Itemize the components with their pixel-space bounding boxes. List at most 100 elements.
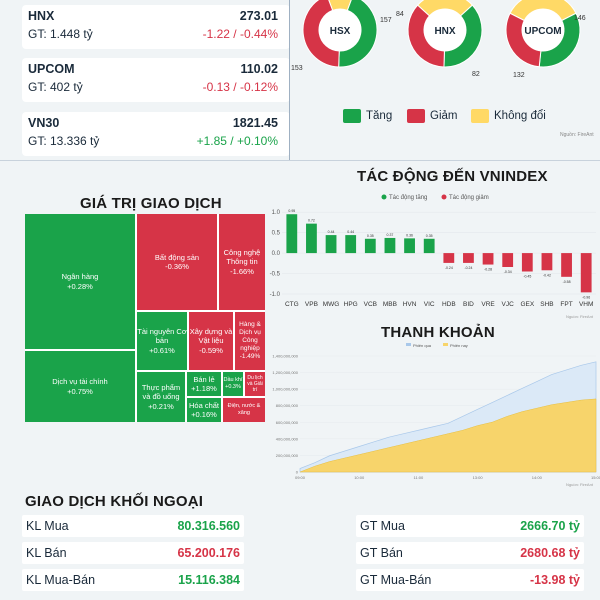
impact-bar: [384, 237, 396, 254]
treemap-cell[interactable]: Điện, nước & xăng: [223, 398, 265, 422]
x-tick-label: HPG: [344, 301, 358, 308]
legend-today-swatch: [443, 343, 448, 346]
treemap-cell[interactable]: Dầu khí +0.3%: [223, 372, 243, 396]
x-tick-label: 09:00: [295, 475, 306, 480]
bar-value-label: 0.95: [288, 209, 295, 213]
legend-today-label: Phiên nay: [450, 343, 468, 348]
impact-bar: [404, 238, 415, 254]
row-label: KL Mua: [26, 519, 69, 533]
treemap-cell[interactable]: Công nghệ Thông tin -1.66%: [219, 214, 265, 310]
x-tick-label: VJC: [502, 301, 515, 308]
y-tick-label: -0.5: [270, 272, 281, 278]
x-tick-label: 15:00: [591, 475, 600, 480]
donut-label: UPCOM: [524, 26, 561, 37]
x-tick-label: SHB: [540, 301, 553, 308]
index-name: VN30: [28, 116, 60, 130]
index-card-hnx[interactable]: HNX GT: 1.448 tỷ 273.01 -1.22 / -0.44%: [22, 5, 290, 49]
treemap-cell[interactable]: Dịch vụ tài chính +0.75%: [25, 351, 135, 422]
y-tick-label: 400,000,000: [276, 436, 299, 441]
bar-value-label: -0.24: [445, 266, 453, 270]
bar-value-label: -0.28: [484, 268, 492, 272]
legend-prev-label: Phiên qua: [413, 343, 432, 348]
bar-value-label: -0.42: [543, 273, 551, 277]
treemap-cell[interactable]: Bán lẻ +1.18%: [187, 372, 221, 396]
treemap-cell[interactable]: Du lịch và Giải trí: [245, 372, 265, 396]
donut-hole: [319, 9, 361, 51]
legend-up-label: Tăng: [366, 110, 393, 122]
bar-value-label: -0.45: [523, 275, 531, 279]
x-tick-label: 11:00: [414, 475, 424, 480]
impact-bar: [345, 235, 357, 254]
treemap-cell[interactable]: Tài nguyên Cơ bản +0.61%: [137, 312, 187, 370]
treemap-cell[interactable]: Hàng & Dịch vụ Công nghiệp -1.49%: [235, 312, 265, 370]
x-tick-label: 14:00: [532, 475, 543, 480]
donut-up-count: 146: [574, 15, 586, 22]
bar-value-label: -0.34: [504, 270, 512, 274]
x-tick-label: BID: [463, 301, 474, 308]
bar-value-label: 0.37: [387, 233, 394, 237]
impact-bar: [423, 238, 435, 254]
index-turnover: GT: 1.448 tỷ: [28, 27, 93, 41]
row-label: KL Bán: [26, 546, 67, 560]
y-tick-label: 0: [296, 470, 299, 475]
index-value: 273.01: [239, 9, 278, 23]
foreign-row-sell-volume: KL Bán 65.200.176: [22, 542, 244, 564]
legend-up-dot: [381, 194, 387, 200]
impact-bar: [521, 253, 533, 272]
index-change: -1.22 / -0.44%: [202, 27, 278, 41]
source-note: Nguồn: FireAnt: [566, 482, 594, 487]
bar-value-label: 0.36: [406, 233, 413, 237]
donut-down-count: 82: [472, 71, 480, 78]
y-tick-label: 1,400,000,000: [272, 354, 298, 359]
treemap-cell[interactable]: Thực phẩm và đồ uống +0.21%: [137, 372, 185, 422]
y-tick-label: 200,000,000: [276, 453, 299, 458]
y-tick-label: 1,000,000,000: [272, 387, 298, 392]
bar-value-label: 0.35: [367, 234, 374, 238]
legend-up-label: Tác động tăng: [389, 195, 427, 201]
treemap-cell[interactable]: Bất động sản -0.36%: [137, 214, 217, 310]
legend-down-label: Giảm: [430, 110, 458, 122]
impact-bar: [561, 253, 572, 277]
legend-flat-label: Không đổi: [494, 110, 546, 122]
impact-bar: [463, 253, 474, 263]
row-value: -13.98 tỷ: [529, 573, 580, 587]
x-tick-label: VCB: [364, 301, 377, 308]
divider-horizontal: [0, 160, 600, 161]
x-tick-label: MWG: [323, 301, 340, 308]
treemap-cell[interactable]: Ngân hàng +0.28%: [25, 214, 135, 349]
impact-bar: [502, 253, 514, 267]
impact-bar: [306, 223, 317, 254]
donut-up-count: 84: [396, 11, 404, 18]
y-tick-label: -1.0: [270, 292, 281, 298]
donut-hole: [522, 9, 564, 51]
source-note: Nguồn: FireAnt: [560, 132, 594, 138]
foreign-row-net-value: GT Mua-Bán -13.98 tỷ: [356, 569, 584, 591]
row-value: 15.116.384: [178, 573, 240, 587]
x-tick-label: VHM: [579, 301, 593, 308]
x-tick-label: VPB: [305, 301, 318, 308]
trading-value-title: GIÁ TRỊ GIAO DỊCH: [80, 195, 222, 212]
donut-up-count: 157: [380, 17, 392, 24]
y-tick-label: 1.0: [272, 210, 281, 216]
treemap-cell[interactable]: Xây dựng và Vật liệu -0.59%: [189, 312, 233, 370]
foreign-row-buy-volume: KL Mua 80.316.560: [22, 515, 244, 537]
treemap-cell[interactable]: Hóa chất +0.16%: [187, 398, 221, 422]
liquidity-title: THANH KHOẢN: [381, 324, 495, 341]
legend-down-swatch: [407, 109, 425, 123]
impact-bar: [325, 235, 337, 254]
x-tick-label: CTG: [285, 301, 299, 308]
index-card-upcom[interactable]: UPCOM GT: 402 tỷ 110.02 -0.13 / -0.12%: [22, 58, 290, 102]
market-breadth-donuts: HSX 157 153 HNX 84 82 UPCOM 146 132: [291, 0, 586, 79]
index-card-vn30[interactable]: VN30 GT: 13.336 tỷ 1821.45 +1.85 / +0.10…: [22, 112, 290, 156]
index-value: 1821.45: [232, 116, 278, 130]
y-tick-label: 0.5: [272, 231, 281, 237]
bar-value-label: 0.72: [308, 219, 315, 223]
foreign-row-buy-value: GT Mua 2666.70 tỷ: [356, 515, 584, 537]
impact-bar: [286, 214, 298, 254]
donut-slice: [407, 4, 445, 68]
y-tick-label: 800,000,000: [276, 403, 299, 408]
row-value: 2680.68 tỷ: [520, 546, 580, 560]
source-note: Nguồn: FireAnt: [566, 314, 594, 319]
index-change: +1.85 / +0.10%: [196, 134, 278, 148]
index-name: UPCOM: [28, 62, 75, 76]
